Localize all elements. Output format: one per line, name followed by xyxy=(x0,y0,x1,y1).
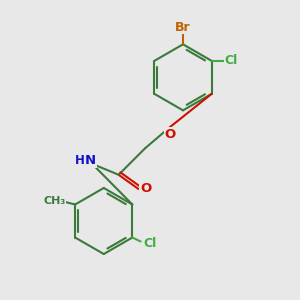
Text: O: O xyxy=(164,128,176,141)
Text: O: O xyxy=(140,182,151,196)
Text: N: N xyxy=(85,154,96,167)
Text: Br: Br xyxy=(175,21,191,34)
Text: Cl: Cl xyxy=(224,54,237,67)
Text: CH₃: CH₃ xyxy=(44,196,66,206)
Text: Cl: Cl xyxy=(143,237,156,250)
Text: H: H xyxy=(75,154,85,167)
